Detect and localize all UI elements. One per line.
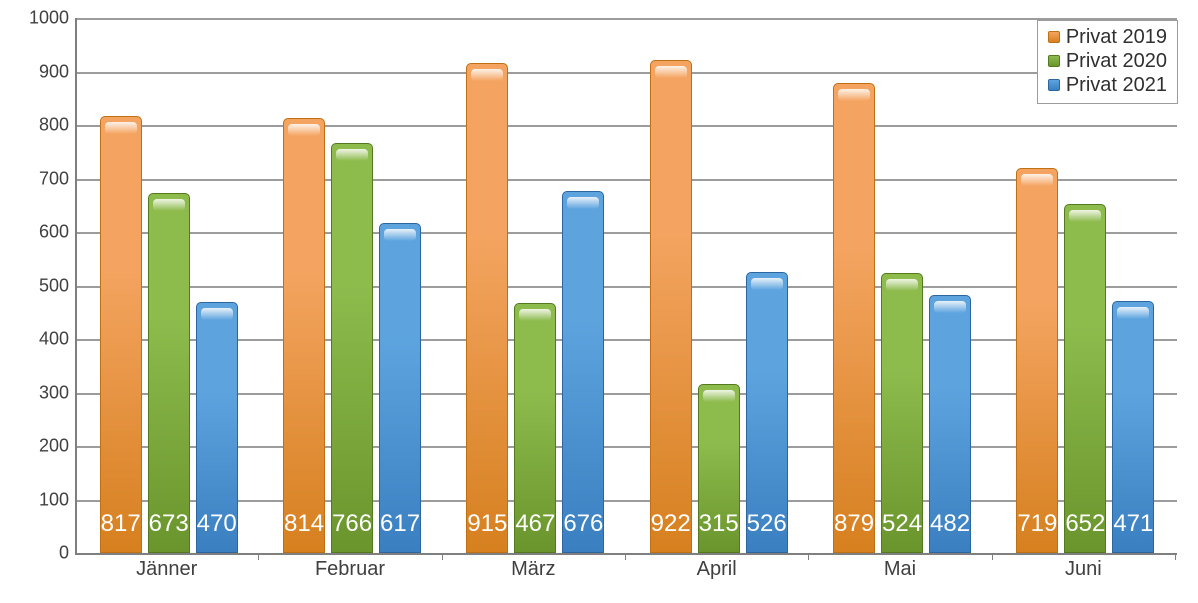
x-category-label: Mai	[808, 558, 991, 581]
y-tick-label: 600	[9, 222, 69, 243]
bar: 915	[466, 63, 508, 553]
legend-label: Privat 2019	[1066, 25, 1167, 49]
x-category-label: April	[625, 558, 808, 581]
bar-value-label: 471	[1113, 510, 1153, 538]
bar-value-label: 719	[1017, 510, 1057, 538]
bar: 922	[650, 60, 692, 553]
bar: 673	[148, 193, 190, 553]
y-tick-label: 1000	[9, 8, 69, 29]
bar-chart: 817 673 470 814 766 617 915 467 676 922 315 526 879 5…	[0, 0, 1198, 603]
x-category-label: Jänner	[75, 558, 258, 581]
bar-value-label: 817	[101, 510, 141, 538]
bar: 482	[929, 295, 971, 553]
legend: Privat 2019Privat 2020Privat 2021	[1037, 20, 1178, 104]
legend-item: Privat 2020	[1048, 49, 1167, 73]
bar-value-label: 652	[1065, 510, 1105, 538]
bar: 470	[196, 302, 238, 553]
bar-value-label: 915	[467, 510, 507, 538]
bar: 814	[283, 118, 325, 553]
legend-item: Privat 2019	[1048, 25, 1167, 49]
y-tick-label: 900	[9, 61, 69, 82]
y-tick-label: 100	[9, 489, 69, 510]
bar: 617	[379, 223, 421, 553]
bar-value-label: 467	[515, 510, 555, 538]
bar: 315	[698, 384, 740, 553]
y-tick-label: 300	[9, 382, 69, 403]
legend-swatch	[1048, 79, 1060, 91]
legend-label: Privat 2021	[1066, 73, 1167, 97]
bar: 526	[746, 272, 788, 553]
legend-item: Privat 2021	[1048, 73, 1167, 97]
y-tick-label: 700	[9, 168, 69, 189]
bar: 676	[562, 191, 604, 553]
y-tick-label: 200	[9, 436, 69, 457]
bar-value-label: 470	[197, 510, 237, 538]
bar: 879	[833, 83, 875, 553]
bar-value-label: 922	[651, 510, 691, 538]
legend-swatch	[1048, 31, 1060, 43]
bars-layer: 817 673 470 814 766 617 915 467 676 922 315 526 879 5…	[77, 18, 1177, 553]
bar-value-label: 673	[149, 510, 189, 538]
x-category-label: Februar	[258, 558, 441, 581]
y-tick-label: 400	[9, 329, 69, 350]
legend-label: Privat 2020	[1066, 49, 1167, 73]
bar-value-label: 482	[930, 510, 970, 538]
bar: 524	[881, 273, 923, 553]
bar-value-label: 766	[332, 510, 372, 538]
bar: 471	[1112, 301, 1154, 553]
y-tick-label: 800	[9, 115, 69, 136]
bar-value-label: 526	[747, 510, 787, 538]
x-category-label: März	[442, 558, 625, 581]
y-tick-label: 0	[9, 543, 69, 564]
plot-area: 817 673 470 814 766 617 915 467 676 922 315 526 879 5…	[75, 18, 1177, 555]
bar-value-label: 617	[380, 510, 420, 538]
bar-value-label: 315	[699, 510, 739, 538]
y-tick-label: 500	[9, 275, 69, 296]
bar: 652	[1064, 204, 1106, 553]
bar-value-label: 676	[563, 510, 603, 538]
bar: 817	[100, 116, 142, 553]
bar-value-label: 814	[284, 510, 324, 538]
legend-swatch	[1048, 55, 1060, 67]
bar: 467	[514, 303, 556, 553]
bar-value-label: 879	[834, 510, 874, 538]
bar: 766	[331, 143, 373, 553]
x-tick	[1175, 553, 1176, 560]
x-category-label: Juni	[992, 558, 1175, 581]
bar: 719	[1016, 168, 1058, 553]
bar-value-label: 524	[882, 510, 922, 538]
